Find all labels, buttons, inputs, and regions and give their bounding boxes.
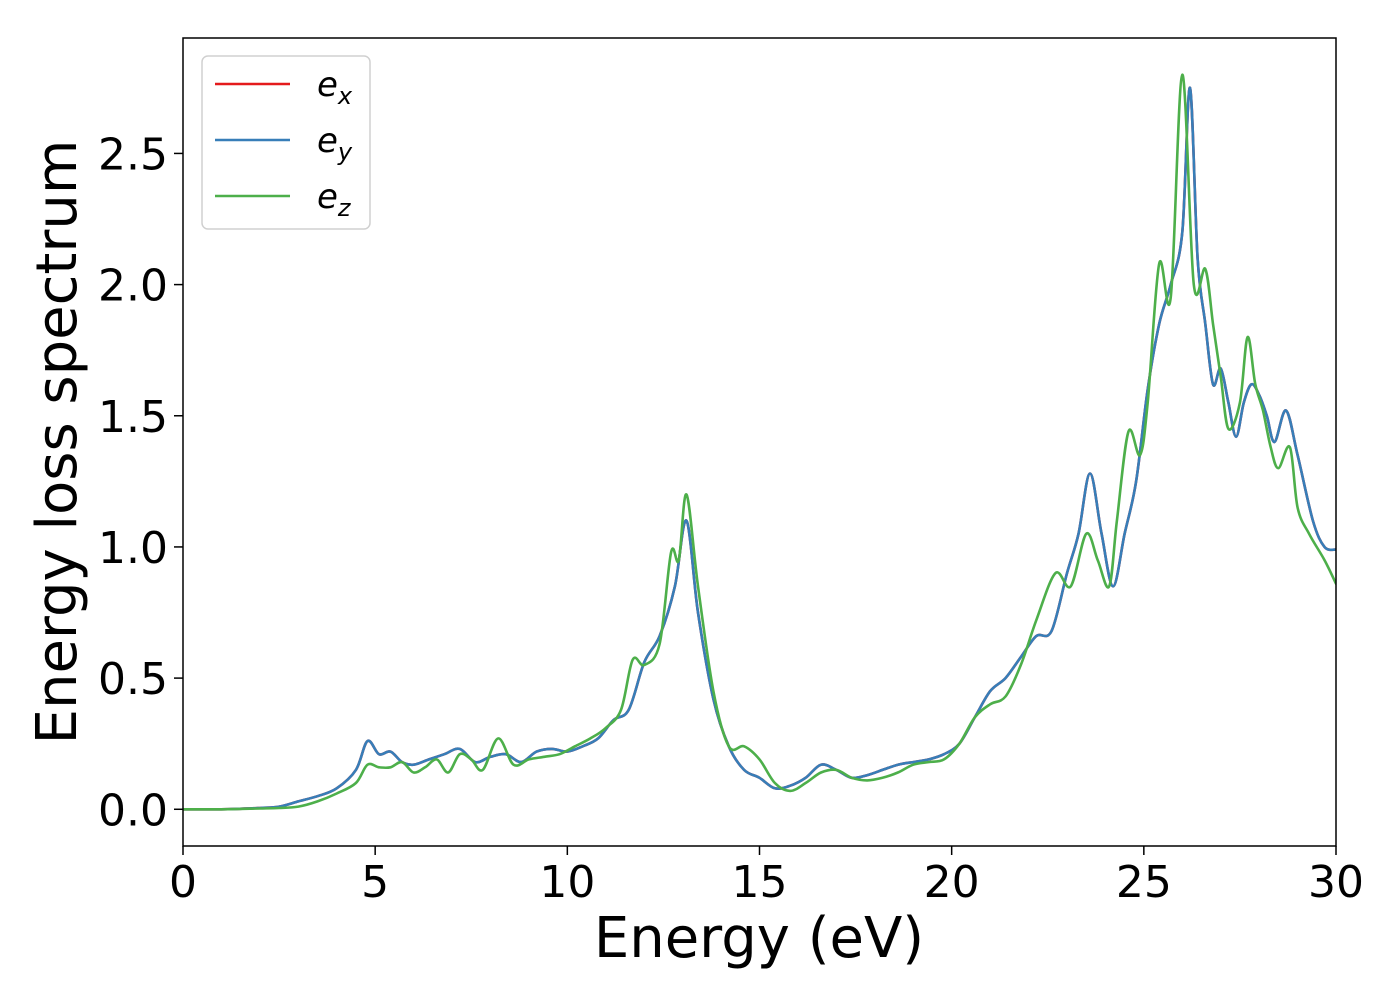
y-axis: 0.0 0.5 1.0 1.5 2.0 2.5	[98, 129, 183, 836]
y-axis-label: Energy loss spectrum	[25, 140, 90, 745]
y-tick-label: 1.0	[98, 523, 168, 574]
legend-label-ez: ez	[317, 177, 352, 222]
x-tick-label: 25	[1116, 857, 1172, 908]
legend: ex ey ez	[201, 55, 371, 230]
x-tick-label: 20	[924, 857, 980, 908]
x-tick-label: 30	[1308, 857, 1364, 908]
legend-label-ex: ex	[317, 65, 353, 110]
x-axis: 0 5 10 15 20 25 30	[169, 846, 1364, 908]
x-tick-label: 5	[361, 857, 389, 908]
x-tick-label: 15	[732, 857, 788, 908]
legend-box	[201, 55, 371, 230]
series-line-ey	[183, 86, 1336, 811]
y-tick-label: 0.5	[98, 654, 168, 705]
y-tick-label: 0.0	[98, 785, 168, 836]
x-tick-label: 0	[169, 857, 197, 908]
y-tick-label: 2.5	[98, 129, 168, 180]
y-tick-label: 1.5	[98, 392, 168, 443]
series-line-ez	[183, 73, 1336, 811]
legend-label-ey: ey	[317, 121, 353, 166]
series-layer	[183, 73, 1336, 811]
y-tick-label: 2.0	[98, 261, 168, 312]
x-tick-label: 10	[539, 857, 595, 908]
x-axis-label: Energy (eV)	[594, 906, 924, 971]
